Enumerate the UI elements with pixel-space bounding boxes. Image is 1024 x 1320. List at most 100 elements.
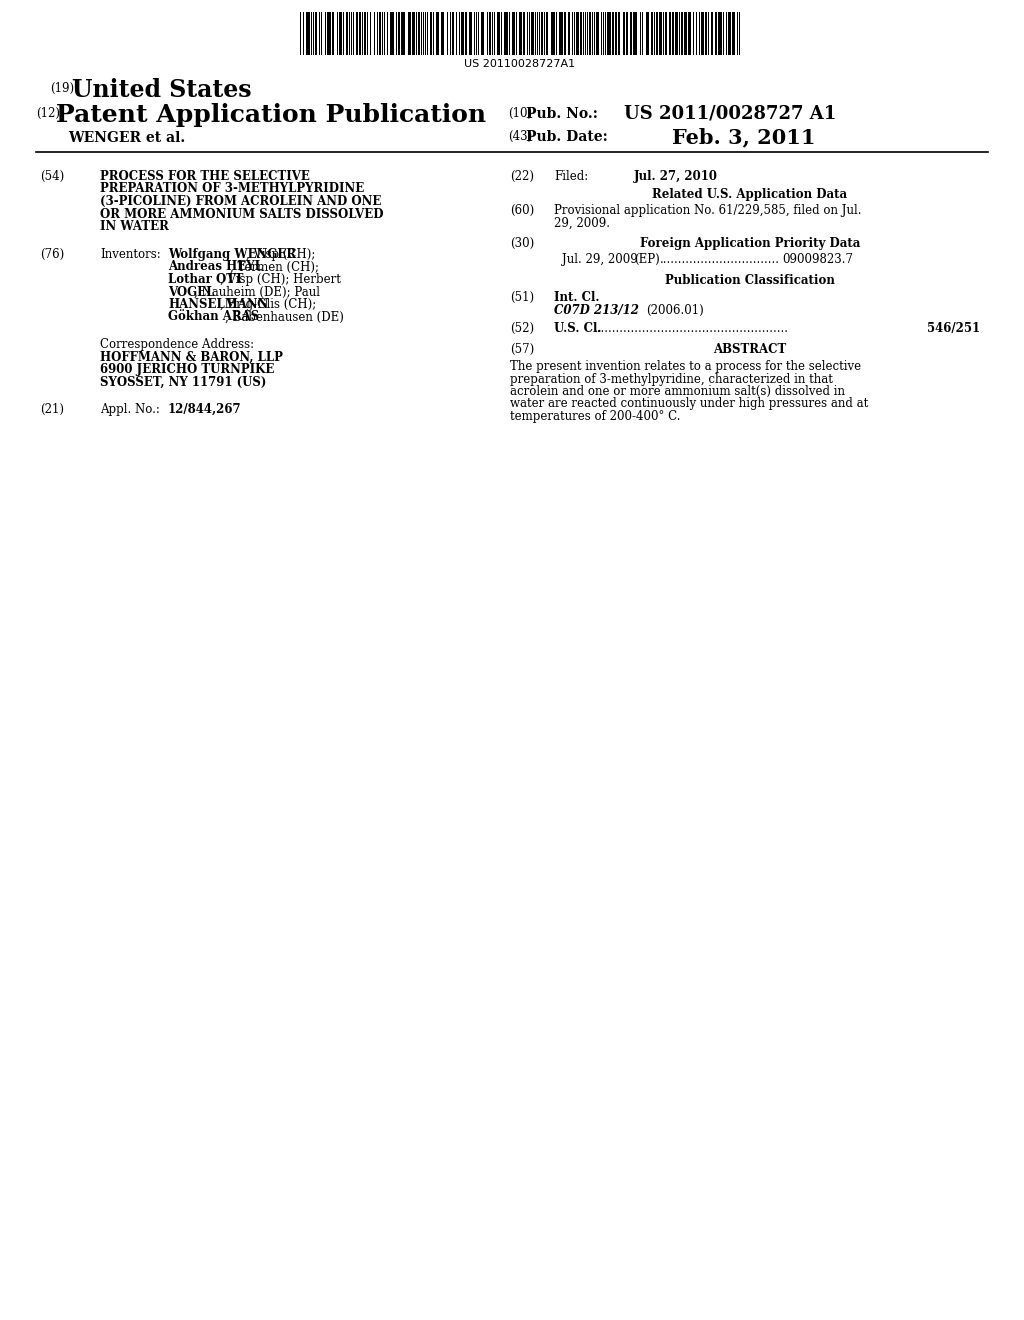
Bar [489,12,490,55]
Bar [568,12,570,55]
Text: (60): (60) [510,205,535,216]
Text: US 20110028727A1: US 20110028727A1 [465,59,575,69]
Bar [656,12,658,55]
Bar [630,12,632,55]
Bar [559,12,563,55]
Text: Int. Cl.: Int. Cl. [554,290,599,304]
Text: preparation of 3-methylpyridine, characterized in that: preparation of 3-methylpyridine, charact… [510,372,833,385]
Text: Foreign Application Priority Data: Foreign Application Priority Data [640,238,860,249]
Bar [469,12,472,55]
Bar [626,12,628,55]
Bar [332,12,334,55]
Bar [607,12,611,55]
Bar [504,12,508,55]
Text: (21): (21) [40,403,63,416]
Text: (52): (52) [510,322,535,335]
Text: (10): (10) [508,107,532,120]
Bar [441,12,444,55]
Text: Andreas HEYL: Andreas HEYL [168,260,263,273]
Bar [596,12,599,55]
Text: , Termen (CH);: , Termen (CH); [230,260,319,273]
Bar [633,12,637,55]
Text: (76): (76) [40,248,65,261]
Bar [306,12,310,55]
Text: , Brig-Glis (CH);: , Brig-Glis (CH); [220,298,316,312]
Bar [541,12,543,55]
Bar [575,12,579,55]
Text: 546/251: 546/251 [927,322,980,335]
Text: Patent Application Publication: Patent Application Publication [56,103,486,127]
Bar [346,12,348,55]
Bar [430,12,432,55]
Text: Feb. 3, 2011: Feb. 3, 2011 [672,127,815,147]
Bar [418,12,420,55]
Text: Pub. No.:: Pub. No.: [526,107,598,121]
Bar [523,12,525,55]
Text: Pub. Date:: Pub. Date: [526,129,608,144]
Bar [327,12,331,55]
Text: Inventors:: Inventors: [100,248,161,261]
Text: SYOSSET, NY 11791 (US): SYOSSET, NY 11791 (US) [100,376,266,389]
Bar [481,12,484,55]
Bar [728,12,731,55]
Text: 6900 JERICHO TURNPIKE: 6900 JERICHO TURNPIKE [100,363,274,376]
Text: 29, 2009.: 29, 2009. [554,216,610,230]
Text: (EP): (EP) [634,253,659,267]
Bar [551,12,555,55]
Bar [531,12,534,55]
Text: Jul. 29, 2009: Jul. 29, 2009 [562,253,638,267]
Bar [398,12,400,55]
Text: OR MORE AMMONIUM SALTS DISSOLVED: OR MORE AMMONIUM SALTS DISSOLVED [100,207,384,220]
Text: temperatures of 200-400° C.: temperatures of 200-400° C. [510,411,681,422]
Bar [615,12,617,55]
Text: (30): (30) [510,238,535,249]
Text: ABSTRACT: ABSTRACT [714,343,786,356]
Text: C07D 213/12: C07D 213/12 [554,304,639,317]
Text: 09009823.7: 09009823.7 [782,253,853,267]
Text: (12): (12) [36,107,60,120]
Text: ................................: ................................ [660,253,780,267]
Bar [718,12,722,55]
Text: (19): (19) [50,82,74,95]
Bar [701,12,705,55]
Text: Gökhan ARAS: Gökhan ARAS [168,310,259,323]
Text: (57): (57) [510,343,535,356]
Bar [339,12,342,55]
Text: (51): (51) [510,290,535,304]
Text: The present invention relates to a process for the selective: The present invention relates to a proce… [510,360,861,374]
Bar [705,12,707,55]
Bar [681,12,683,55]
Text: United States: United States [72,78,252,102]
Text: ....................................................: ........................................… [594,322,790,335]
Bar [359,12,361,55]
Bar [519,12,522,55]
Bar [465,12,467,55]
Text: Appl. No.:: Appl. No.: [100,403,160,416]
Text: (3-PICOLINE) FROM ACROLEIN AND ONE: (3-PICOLINE) FROM ACROLEIN AND ONE [100,195,381,209]
Text: , Visp (CH);: , Visp (CH); [246,248,315,261]
Bar [580,12,582,55]
Text: Publication Classification: Publication Classification [665,275,835,286]
Bar [452,12,454,55]
Bar [732,12,735,55]
Bar [364,12,366,55]
Text: Correspondence Address:: Correspondence Address: [100,338,254,351]
Bar [461,12,464,55]
Text: HOFFMANN & BARON, LLP: HOFFMANN & BARON, LLP [100,351,283,364]
Text: (2006.01): (2006.01) [646,304,703,317]
Bar [675,12,678,55]
Bar [356,12,358,55]
Bar [711,12,713,55]
Bar [659,12,662,55]
Bar [618,12,620,55]
Text: HANSELMANN: HANSELMANN [168,298,268,312]
Bar [612,12,614,55]
Bar [684,12,687,55]
Bar [436,12,439,55]
Text: (22): (22) [510,170,534,183]
Bar [379,12,381,55]
Text: VOGEL: VOGEL [168,285,214,298]
Text: Provisional application No. 61/229,585, filed on Jul.: Provisional application No. 61/229,585, … [554,205,861,216]
Text: , Nauheim (DE); Paul: , Nauheim (DE); Paul [194,285,319,298]
Text: PROCESS FOR THE SELECTIVE: PROCESS FOR THE SELECTIVE [100,170,310,183]
